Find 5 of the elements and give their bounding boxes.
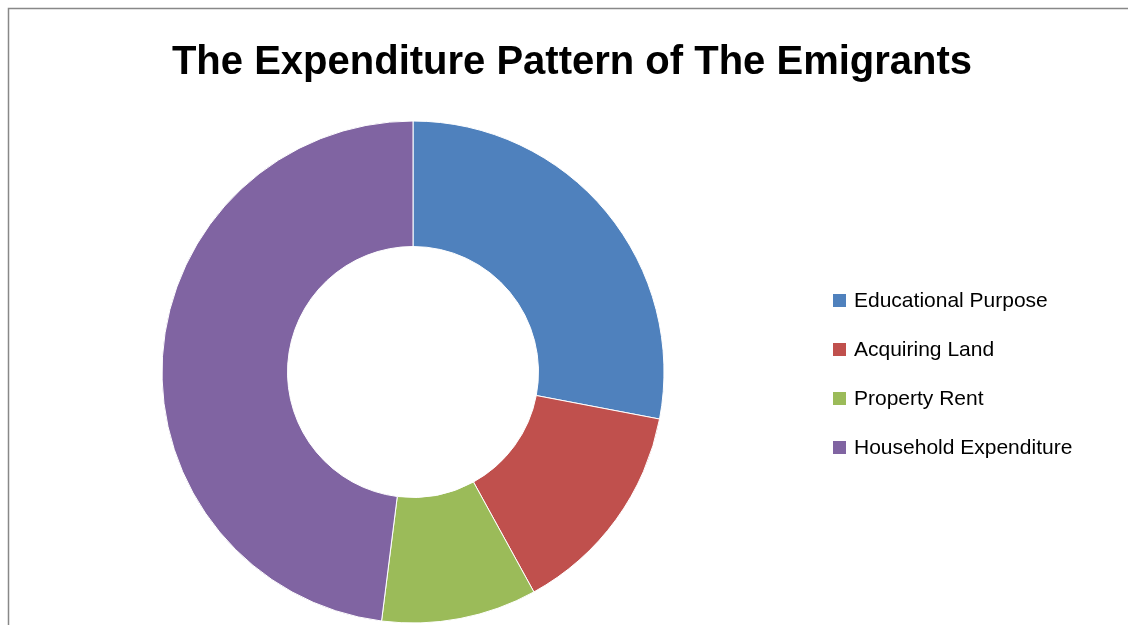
legend-label: Household Expenditure xyxy=(854,435,1073,458)
chart-title: The Expenditure Pattern of The Emigrants xyxy=(171,38,973,82)
legend-label: Property Rent xyxy=(854,386,984,409)
legend-label: Acquiring Land xyxy=(854,337,995,360)
legend-label: Educational Purpose xyxy=(854,288,1048,311)
